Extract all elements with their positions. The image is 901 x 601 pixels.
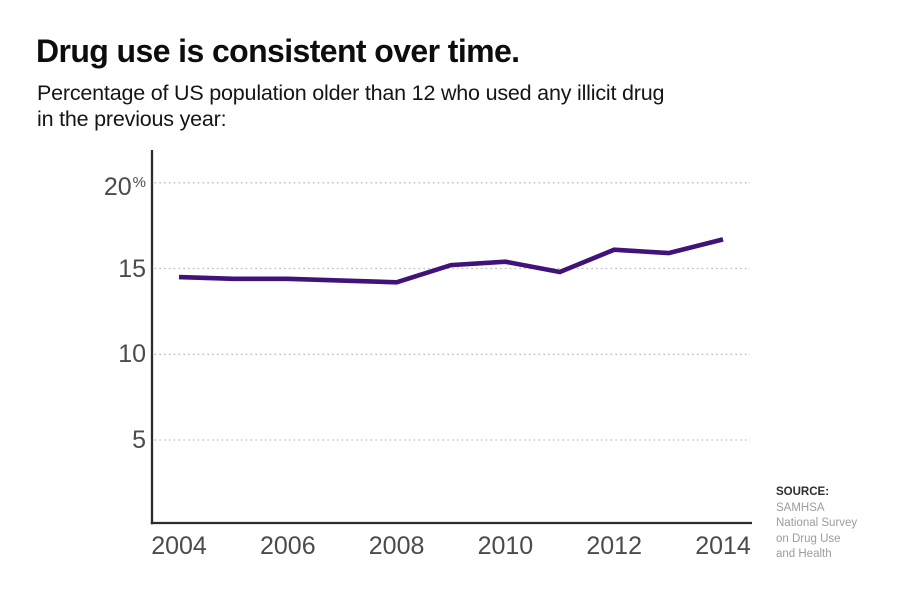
y-tick-label-15: 15: [118, 254, 146, 283]
source-line: on Drug Use: [776, 532, 841, 545]
x-tick-label-2008: 2008: [368, 532, 425, 560]
source-line: SAMHSA: [776, 501, 825, 514]
source-block: SOURCE: SAMHSA National Survey on Drug Use…: [776, 485, 857, 563]
y-tick-label-5: 5: [132, 426, 146, 454]
y-tick-label-20: 20%: [103, 172, 146, 201]
x-tick-label-2006: 2006: [259, 532, 316, 560]
percent-sign: %: [132, 173, 146, 191]
x-tick-label-2004: 2004: [151, 532, 207, 560]
source-label: SOURCE:: [776, 486, 830, 498]
x-tick-label-2012: 2012: [586, 532, 642, 560]
x-tick-label-2010: 2010: [477, 532, 534, 560]
x-tick-label-2014: 2014: [695, 532, 751, 560]
subtitle-line-2: in the previous year:: [37, 107, 227, 131]
source-line: National Survey: [776, 517, 858, 529]
chart-title: Drug use is consistent over time.: [36, 33, 520, 69]
subtitle-line-1: Percentage of US population older than 1…: [37, 81, 665, 105]
y-tick-label-10: 10: [118, 340, 146, 369]
data-line-illicit-drug-use: [178, 237, 724, 285]
source-line: and Health: [776, 548, 832, 560]
chart-subtitle: Percentage of US population older than 1…: [37, 80, 664, 132]
source-lines: SAMHSA National Survey on Drug Use and Heal…: [776, 501, 857, 563]
